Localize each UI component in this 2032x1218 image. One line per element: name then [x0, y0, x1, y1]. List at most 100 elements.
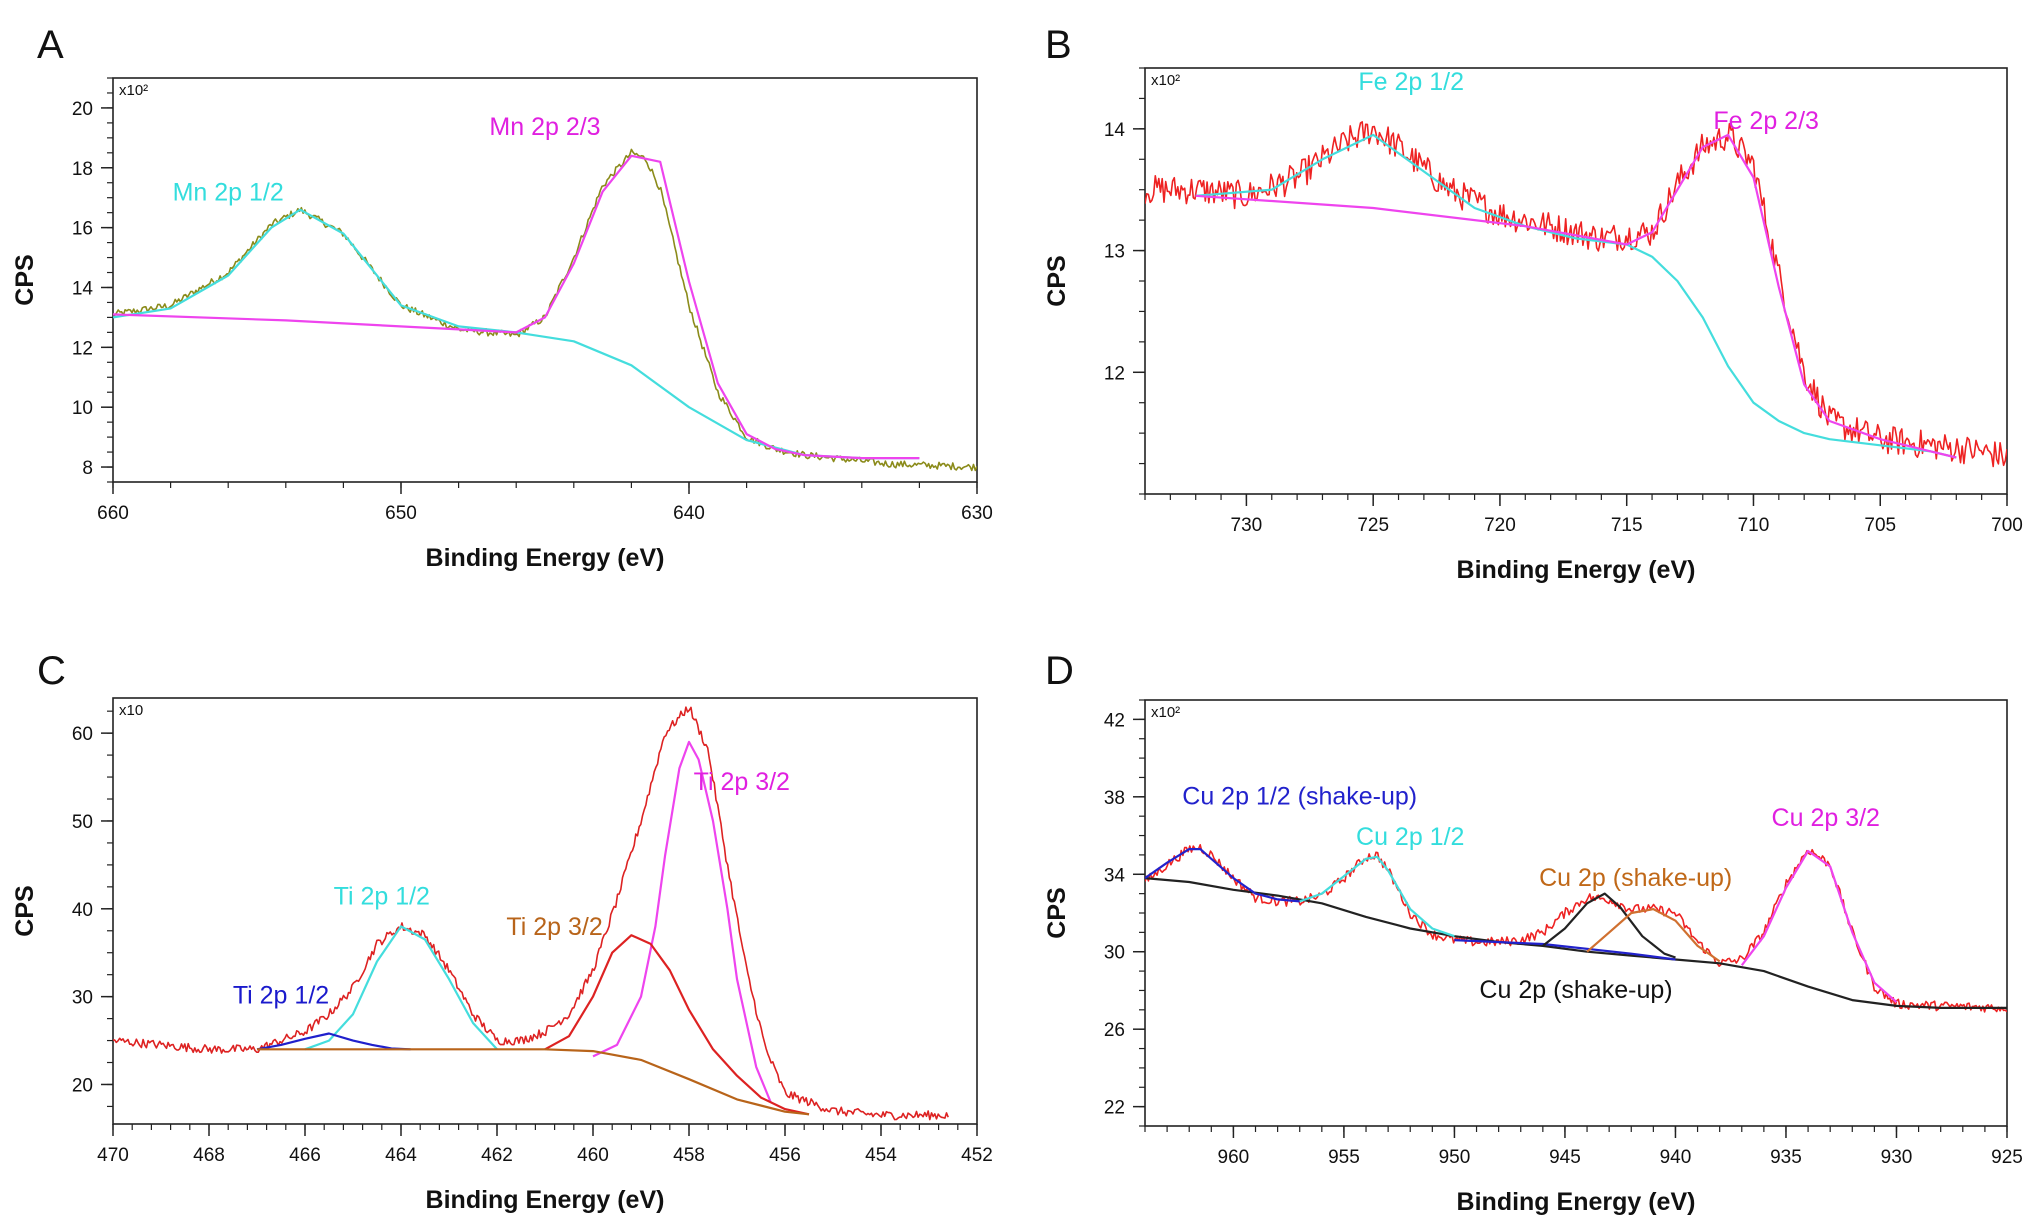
series-line	[1542, 892, 1676, 959]
y-tick-label: 16	[72, 219, 93, 240]
x-tick-label: 725	[1357, 515, 1389, 536]
x-tick-label: 705	[1864, 515, 1896, 536]
y-tick-label: 26	[1104, 1020, 1125, 1041]
series-line	[113, 706, 949, 1121]
panel-label: C	[37, 649, 66, 693]
series-line	[257, 1048, 810, 1116]
y-tick-label: 50	[72, 812, 93, 833]
x-tick-label: 454	[865, 1145, 897, 1166]
y-tick-label: 60	[72, 724, 93, 745]
x-tick-label: 925	[1991, 1147, 2023, 1168]
peak-annotation: Cu 2p 3/2	[1772, 804, 1880, 832]
x-tick-label: 466	[289, 1145, 321, 1166]
x-tick-label: 456	[769, 1145, 801, 1166]
series-line	[1586, 907, 1721, 963]
x-tick-label: 930	[1881, 1147, 1913, 1168]
series-line	[304, 925, 498, 1051]
x-tick-label: 955	[1328, 1147, 1360, 1168]
y-tick-label: 12	[72, 338, 93, 359]
series-line	[1740, 849, 1898, 1003]
x-tick-label: 715	[1611, 515, 1643, 536]
y-tick-label: 30	[72, 988, 93, 1009]
x-tick-label: 950	[1439, 1147, 1471, 1168]
scale-label: x10²	[1151, 72, 1180, 89]
peak-annotation: Cu 2p 1/2	[1356, 823, 1464, 851]
x-tick-label: 460	[577, 1145, 609, 1166]
y-tick-label: 14	[1104, 120, 1126, 141]
x-tick-label: 935	[1770, 1147, 1802, 1168]
peak-annotation: Fe 2p 2/3	[1713, 107, 1819, 135]
y-tick-label: 34	[1104, 865, 1126, 886]
series-line	[256, 1032, 411, 1051]
x-axis-label: Binding Energy (eV)	[426, 544, 665, 572]
peak-annotation: Mn 2p 2/3	[489, 113, 600, 141]
peak-annotation: Fe 2p 1/2	[1358, 68, 1464, 96]
y-axis-label: CPS	[1043, 255, 1071, 306]
y-tick-label: 20	[72, 1075, 93, 1096]
peak-annotation: Cu 2p (shake-up)	[1539, 864, 1732, 892]
x-axis-label: Binding Energy (eV)	[1457, 1188, 1696, 1216]
y-tick-label: 30	[1104, 943, 1125, 964]
peak-annotation: Ti 2p 1/2	[233, 982, 329, 1010]
y-tick-label: 10	[72, 398, 93, 419]
peak-annotation: Mn 2p 1/2	[173, 179, 284, 207]
x-tick-label: 700	[1991, 515, 2023, 536]
x-tick-label: 730	[1231, 515, 1263, 536]
y-tick-label: 20	[72, 99, 93, 120]
series-line	[1145, 121, 2007, 468]
y-tick-label: 22	[1104, 1098, 1125, 1119]
x-tick-label: 470	[97, 1145, 129, 1166]
series-line	[113, 154, 920, 460]
peak-annotation: Ti 2p 3/2	[506, 913, 602, 941]
series-line	[1145, 847, 1300, 903]
scale-label: x10²	[1151, 704, 1180, 721]
series-line	[592, 740, 772, 1103]
series-line	[1195, 133, 1957, 459]
y-axis-label: CPS	[11, 254, 39, 305]
y-tick-label: 40	[72, 900, 93, 921]
series-line	[1195, 133, 1957, 459]
y-tick-label: 13	[1104, 242, 1125, 263]
y-axis-label: CPS	[11, 885, 39, 936]
panel-label: A	[37, 23, 64, 67]
panel-label: D	[1045, 649, 1074, 693]
y-axis-label: CPS	[1043, 887, 1071, 938]
series-line	[1454, 939, 1676, 961]
series-line	[544, 934, 810, 1116]
x-tick-label: 630	[961, 503, 993, 524]
panel-label: B	[1045, 23, 1072, 67]
x-tick-label: 462	[481, 1145, 513, 1166]
plot-frame	[1144, 699, 2008, 1127]
plot-frame	[112, 697, 978, 1125]
plot-frame	[1144, 67, 2008, 495]
scale-label: x10	[119, 702, 143, 719]
x-tick-label: 720	[1484, 515, 1516, 536]
x-tick-label: 940	[1660, 1147, 1692, 1168]
plot-frame	[112, 77, 978, 483]
y-tick-label: 38	[1104, 788, 1125, 809]
x-tick-label: 452	[961, 1145, 993, 1166]
peak-annotation: Cu 2p (shake-up)	[1479, 976, 1672, 1004]
scale-label: x10²	[119, 82, 148, 99]
y-tick-label: 14	[72, 278, 94, 299]
y-tick-label: 12	[1104, 363, 1125, 384]
x-tick-label: 710	[1738, 515, 1770, 536]
series-line	[1145, 877, 2007, 1010]
x-axis-label: Binding Energy (eV)	[1457, 556, 1696, 584]
series-line	[113, 208, 920, 460]
peak-annotation: Ti 2p 3/2	[694, 768, 790, 796]
x-tick-label: 464	[385, 1145, 417, 1166]
x-tick-label: 640	[673, 503, 705, 524]
x-axis-label: Binding Energy (eV)	[426, 1186, 665, 1214]
y-tick-label: 8	[82, 458, 93, 479]
x-tick-label: 468	[193, 1145, 225, 1166]
x-tick-label: 960	[1218, 1147, 1250, 1168]
x-tick-label: 660	[97, 503, 129, 524]
peak-annotation: Ti 2p 1/2	[334, 882, 430, 910]
x-tick-label: 650	[385, 503, 417, 524]
